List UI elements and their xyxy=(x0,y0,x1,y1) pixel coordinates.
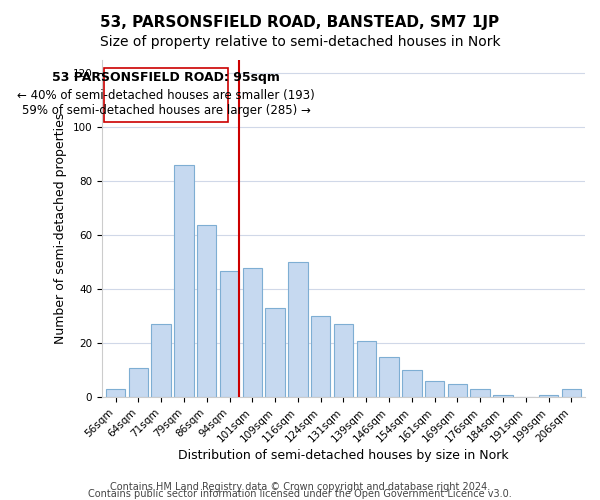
Bar xyxy=(288,262,308,398)
Bar xyxy=(448,384,467,398)
FancyBboxPatch shape xyxy=(104,68,229,122)
Text: Contains public sector information licensed under the Open Government Licence v3: Contains public sector information licen… xyxy=(88,489,512,499)
Text: 59% of semi-detached houses are larger (285) →: 59% of semi-detached houses are larger (… xyxy=(22,104,311,117)
Bar xyxy=(379,357,399,398)
Y-axis label: Number of semi-detached properties: Number of semi-detached properties xyxy=(54,113,67,344)
Text: 53, PARSONSFIELD ROAD, BANSTEAD, SM7 1JP: 53, PARSONSFIELD ROAD, BANSTEAD, SM7 1JP xyxy=(100,15,500,30)
Bar xyxy=(425,381,444,398)
Bar xyxy=(220,270,239,398)
Bar xyxy=(539,394,558,398)
Text: Contains HM Land Registry data © Crown copyright and database right 2024.: Contains HM Land Registry data © Crown c… xyxy=(110,482,490,492)
Bar xyxy=(356,340,376,398)
Bar xyxy=(242,268,262,398)
Bar xyxy=(106,390,125,398)
Text: Size of property relative to semi-detached houses in Nork: Size of property relative to semi-detach… xyxy=(100,35,500,49)
Bar xyxy=(493,394,512,398)
Bar xyxy=(334,324,353,398)
Text: ← 40% of semi-detached houses are smaller (193): ← 40% of semi-detached houses are smalle… xyxy=(17,88,315,102)
Bar xyxy=(311,316,331,398)
Bar xyxy=(128,368,148,398)
Bar xyxy=(265,308,285,398)
Bar xyxy=(174,166,194,398)
Bar xyxy=(197,224,217,398)
Bar xyxy=(470,390,490,398)
Bar xyxy=(151,324,171,398)
Text: 53 PARSONSFIELD ROAD: 95sqm: 53 PARSONSFIELD ROAD: 95sqm xyxy=(52,71,280,84)
Bar xyxy=(402,370,422,398)
X-axis label: Distribution of semi-detached houses by size in Nork: Distribution of semi-detached houses by … xyxy=(178,450,509,462)
Bar xyxy=(562,390,581,398)
